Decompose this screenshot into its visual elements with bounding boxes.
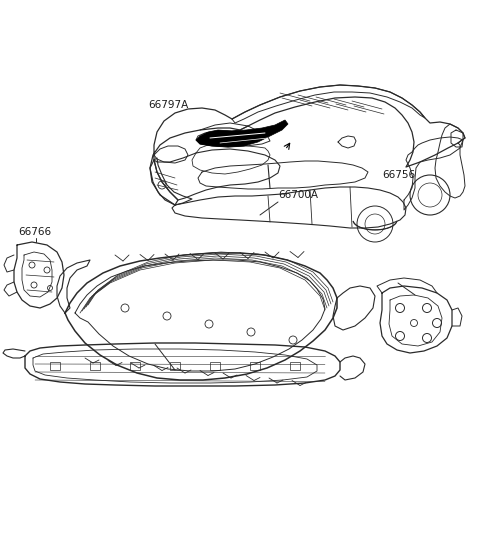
Bar	[90, 362, 100, 370]
Bar	[250, 362, 260, 370]
Text: 66766: 66766	[18, 227, 51, 237]
Bar	[290, 362, 300, 370]
Polygon shape	[196, 120, 288, 147]
Text: 66700A: 66700A	[278, 190, 318, 200]
Text: 66797A: 66797A	[148, 100, 188, 110]
Bar	[50, 362, 60, 370]
Text: 66756: 66756	[382, 170, 415, 180]
Bar	[170, 362, 180, 370]
Bar	[130, 362, 140, 370]
Bar	[210, 362, 220, 370]
